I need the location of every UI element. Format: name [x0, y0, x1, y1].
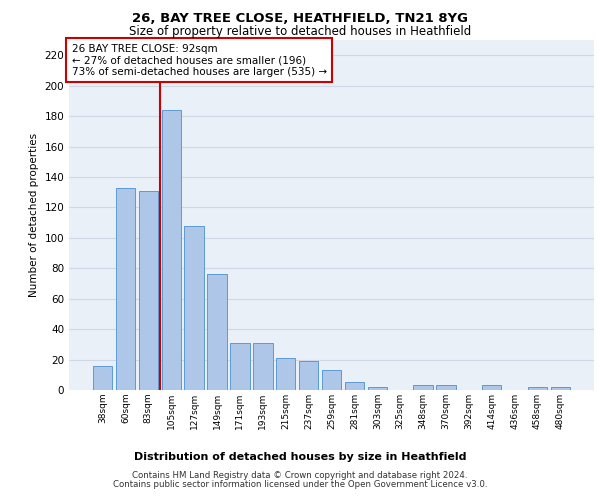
Bar — [482, 386, 502, 390]
Bar — [528, 387, 547, 390]
Bar — [551, 387, 570, 390]
Text: 26 BAY TREE CLOSE: 92sqm
← 27% of detached houses are smaller (196)
73% of semi-: 26 BAY TREE CLOSE: 92sqm ← 27% of detach… — [71, 44, 327, 76]
Bar — [436, 386, 455, 390]
Bar — [93, 366, 112, 390]
Y-axis label: Number of detached properties: Number of detached properties — [29, 133, 39, 297]
Bar — [139, 190, 158, 390]
Bar — [184, 226, 204, 390]
Bar — [161, 110, 181, 390]
Bar — [322, 370, 341, 390]
Bar — [368, 387, 387, 390]
Text: 26, BAY TREE CLOSE, HEATHFIELD, TN21 8YG: 26, BAY TREE CLOSE, HEATHFIELD, TN21 8YG — [132, 12, 468, 26]
Bar — [276, 358, 295, 390]
Text: Distribution of detached houses by size in Heathfield: Distribution of detached houses by size … — [134, 452, 466, 462]
Bar — [230, 343, 250, 390]
Bar — [299, 361, 319, 390]
Bar — [253, 343, 272, 390]
Bar — [116, 188, 135, 390]
Text: Contains HM Land Registry data © Crown copyright and database right 2024.: Contains HM Land Registry data © Crown c… — [132, 471, 468, 480]
Bar — [344, 382, 364, 390]
Text: Contains public sector information licensed under the Open Government Licence v3: Contains public sector information licen… — [113, 480, 487, 489]
Bar — [413, 386, 433, 390]
Text: Size of property relative to detached houses in Heathfield: Size of property relative to detached ho… — [129, 25, 471, 38]
Bar — [208, 274, 227, 390]
